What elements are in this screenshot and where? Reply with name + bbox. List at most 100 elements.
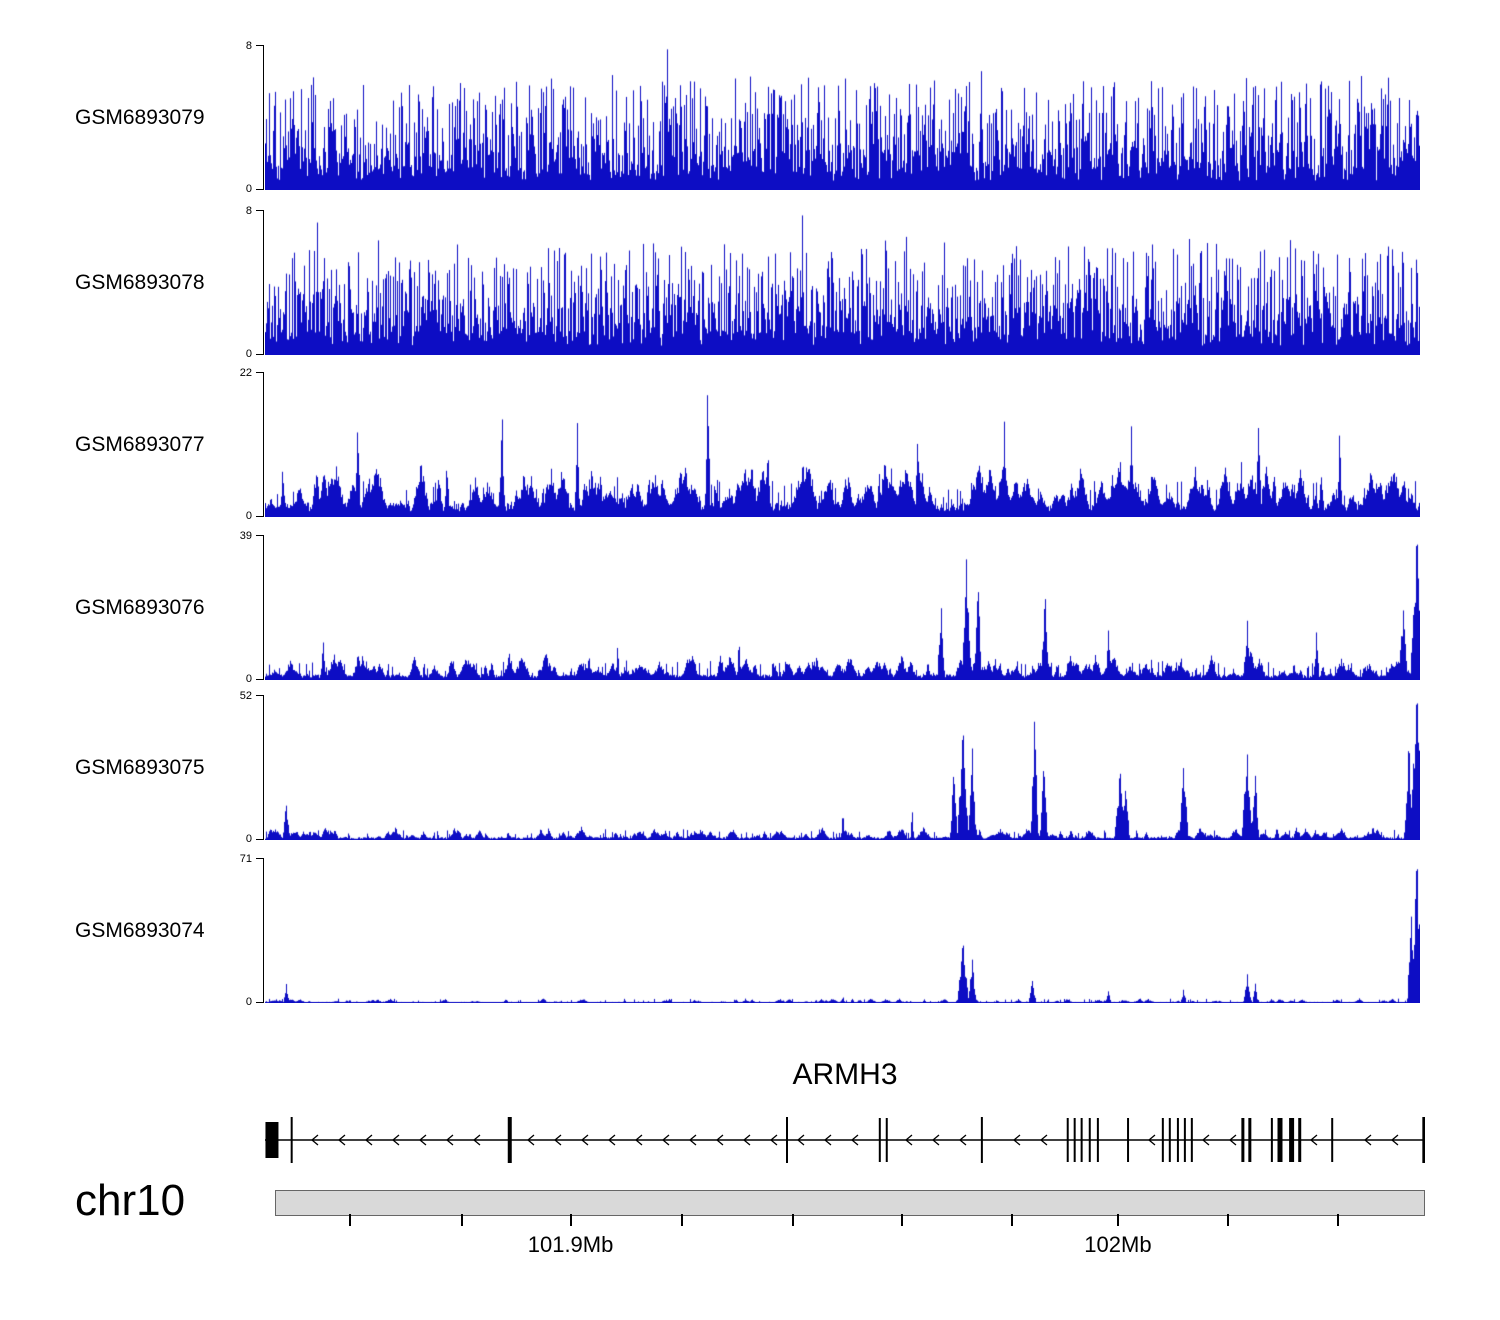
strand-direction-arrow-icon (904, 1134, 913, 1146)
gene-name-label: ARMH3 (792, 1058, 898, 1091)
exon-mark (1127, 1118, 1130, 1162)
strand-direction-arrow-icon (337, 1134, 346, 1146)
y-axis-bottom-tick (256, 1002, 263, 1003)
strand-direction-arrow-icon (1390, 1134, 1399, 1146)
exon-mark (290, 1117, 293, 1163)
y-axis-bottom-tick (256, 679, 263, 680)
gene-model-track (265, 1117, 1425, 1163)
y-axis-line (263, 858, 264, 1003)
y-axis-zero-label: 0 (245, 673, 252, 685)
y-axis-top-tick (256, 695, 263, 696)
y-axis-max-label: 22 (239, 367, 252, 379)
y-axis-line (263, 695, 264, 840)
strand-direction-arrow-icon (1309, 1134, 1318, 1146)
strand-direction-arrow-icon (1012, 1134, 1021, 1146)
exon-mark (1248, 1118, 1252, 1162)
exon-mark (1168, 1118, 1171, 1162)
y-axis-top-tick (256, 858, 263, 859)
track-sample-label: GSM6893074 (75, 918, 205, 942)
strand-direction-arrow-icon (445, 1134, 454, 1146)
y-axis-bottom-tick (256, 354, 263, 355)
coverage-signal-plot (265, 858, 1420, 1003)
y-axis-max-label: 8 (245, 40, 252, 52)
ruler-tick (569, 1214, 572, 1226)
strand-direction-arrow-icon (418, 1134, 427, 1146)
exon-mark (1289, 1118, 1295, 1162)
exon-mark (1190, 1118, 1193, 1162)
chromosome-label: chr10 (75, 1176, 186, 1225)
strand-direction-arrow-icon (634, 1134, 643, 1146)
strand-direction-arrow-icon (1228, 1134, 1237, 1146)
ruler-tick (1336, 1214, 1339, 1226)
y-axis-line (263, 372, 264, 517)
y-axis-max-label: 8 (245, 205, 252, 217)
track-sample-label: GSM6893078 (75, 270, 205, 294)
exon-mark (1241, 1118, 1245, 1162)
exon-mark (786, 1117, 788, 1163)
exon-mark (1096, 1118, 1099, 1162)
exon-mark (1298, 1118, 1302, 1162)
exon-mark (1422, 1117, 1425, 1163)
strand-direction-arrow-icon (310, 1134, 319, 1146)
ruler-coordinate-label: 101.9Mb (527, 1232, 614, 1257)
exon-mark (507, 1117, 512, 1163)
strand-direction-arrow-icon (391, 1134, 400, 1146)
strand-direction-arrow-icon (688, 1134, 697, 1146)
coverage-track-row: GSM6893077 22 0 (0, 367, 1500, 522)
track-sample-label: GSM6893075 (75, 755, 205, 779)
y-axis-line (263, 210, 264, 355)
strand-direction-arrow-icon (1039, 1134, 1048, 1146)
strand-direction-arrow-icon (364, 1134, 373, 1146)
ruler-tick (1227, 1214, 1230, 1226)
ruler-tick (461, 1214, 464, 1226)
track-sample-label: GSM6893079 (75, 105, 205, 129)
y-axis-zero-label: 0 (245, 183, 252, 195)
coverage-track-row: GSM6893078 8 0 (0, 205, 1500, 360)
strand-direction-arrow-icon (742, 1134, 751, 1146)
coverage-track-row: GSM6893079 8 0 (0, 40, 1500, 195)
ruler-tick (791, 1214, 794, 1226)
ruler-coordinate-label: 102Mb (1084, 1232, 1152, 1257)
strand-direction-arrow-icon (1363, 1134, 1372, 1146)
y-axis-top-tick (256, 210, 263, 211)
strand-direction-arrow-icon (931, 1134, 940, 1146)
exon-mark (1270, 1118, 1273, 1162)
y-axis-top-tick (256, 372, 263, 373)
strand-direction-arrow-icon (850, 1134, 859, 1146)
y-axis-top-tick (256, 45, 263, 46)
y-axis-top-tick (256, 535, 263, 536)
strand-direction-arrow-icon (607, 1134, 616, 1146)
ruler-tick (900, 1214, 903, 1226)
ruler-tick (348, 1214, 351, 1226)
strand-direction-arrow-icon (958, 1134, 967, 1146)
exon-mark (1073, 1118, 1076, 1162)
exon-mark (980, 1117, 983, 1163)
exon-mark (265, 1122, 279, 1158)
exon-mark (1277, 1118, 1283, 1162)
coverage-signal-plot (265, 45, 1420, 190)
y-axis-line (263, 45, 264, 190)
strand-direction-arrow-icon (1201, 1134, 1210, 1146)
chromosome-ideogram-bar (275, 1190, 1425, 1216)
strand-direction-arrow-icon (1147, 1134, 1156, 1146)
exon-mark (1176, 1118, 1179, 1162)
y-axis-zero-label: 0 (245, 348, 252, 360)
exon-mark (1080, 1118, 1083, 1162)
ruler-tick (1011, 1214, 1014, 1226)
strand-direction-arrow-icon (796, 1134, 805, 1146)
coverage-signal-plot (265, 695, 1420, 840)
exon-mark (1331, 1118, 1334, 1162)
y-axis-max-label: 39 (239, 530, 252, 542)
y-axis-zero-label: 0 (245, 996, 252, 1008)
strand-direction-arrow-icon (553, 1134, 562, 1146)
y-axis-zero-label: 0 (245, 833, 252, 845)
track-sample-label: GSM6893077 (75, 432, 205, 456)
strand-direction-arrow-icon (823, 1134, 832, 1146)
y-axis-zero-label: 0 (245, 510, 252, 522)
coverage-track-row: GSM6893074 71 0 (0, 853, 1500, 1008)
coverage-signal-plot (265, 535, 1420, 680)
exon-mark (878, 1118, 881, 1162)
coverage-signal-plot (265, 372, 1420, 517)
coverage-track-row: GSM6893076 39 0 (0, 530, 1500, 685)
